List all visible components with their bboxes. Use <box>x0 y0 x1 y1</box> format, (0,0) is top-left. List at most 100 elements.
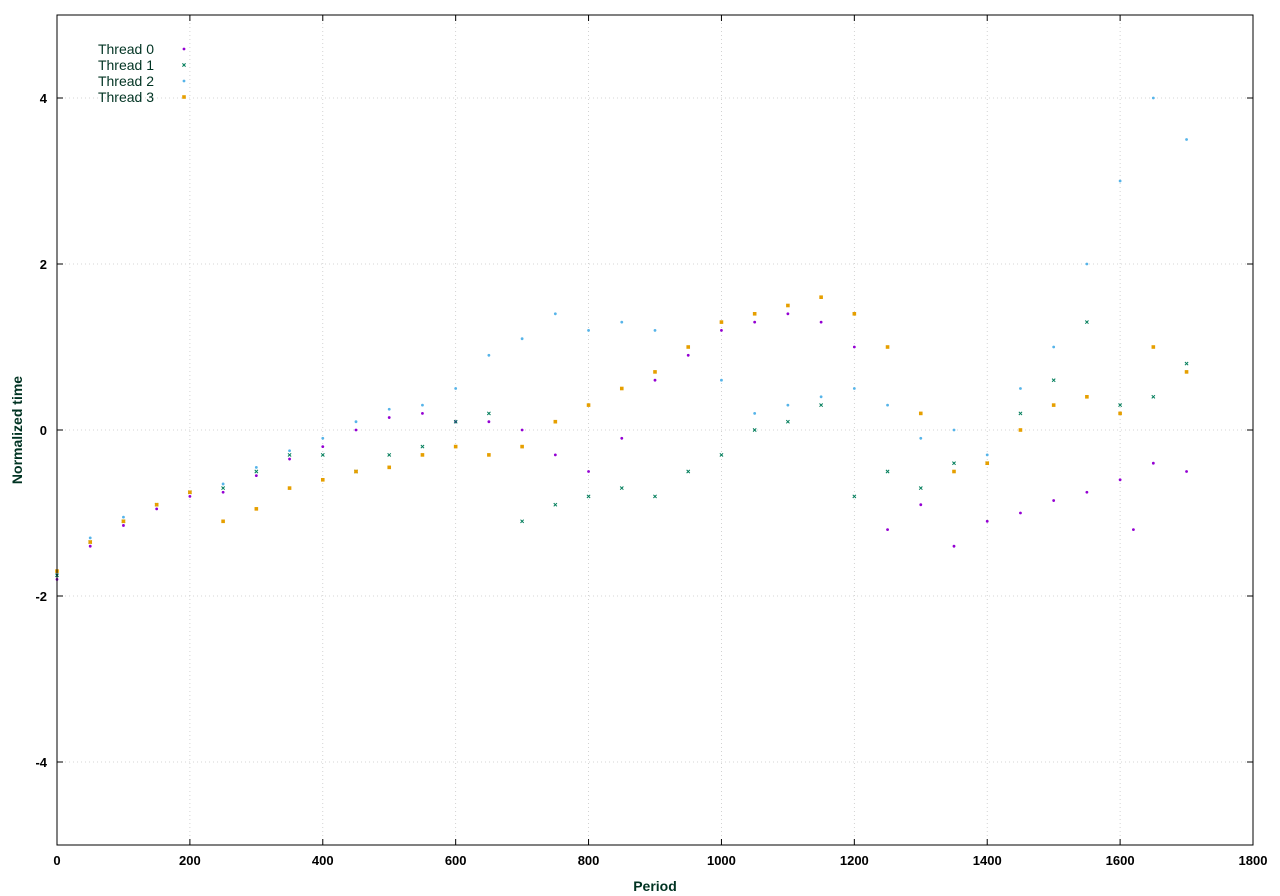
point-s3-12 <box>453 444 458 449</box>
point-s0-27 <box>952 544 956 548</box>
x-tick-label-5: 1000 <box>707 853 736 868</box>
point-s3-7 <box>287 486 292 490</box>
point-s0-20 <box>720 329 723 332</box>
data-points <box>55 96 1189 581</box>
point-s1-32 <box>1118 403 1123 408</box>
grid <box>57 15 1253 845</box>
point-s2-20 <box>720 378 723 382</box>
point-s2-29 <box>1019 387 1022 390</box>
series-2 <box>55 96 1188 573</box>
point-s2-24 <box>852 387 856 390</box>
point-s0-9 <box>354 428 358 432</box>
legend-label-0: Thread 0 <box>98 41 154 57</box>
y-axis-title: Normalized time <box>9 376 25 484</box>
point-s2-30 <box>1052 345 1056 349</box>
point-s3-18 <box>653 370 657 374</box>
point-s0-30 <box>1052 499 1056 502</box>
point-s0-4 <box>188 495 192 498</box>
point-s3-19 <box>686 345 691 349</box>
point-s2-16 <box>587 329 590 332</box>
x-tick-label-8: 1600 <box>1106 853 1135 868</box>
point-s1-22 <box>785 419 790 424</box>
point-s3-16 <box>586 403 591 407</box>
point-s3-24 <box>852 312 857 316</box>
point-s0-13 <box>487 420 491 424</box>
point-s3-15 <box>553 419 558 424</box>
point-s0-31 <box>1085 490 1089 494</box>
point-s3-20 <box>719 320 724 324</box>
point-s2-9 <box>354 420 358 424</box>
point-s1-26 <box>918 486 923 491</box>
point-s0-25 <box>886 528 889 531</box>
point-s3-14 <box>520 444 524 449</box>
x-axis-title: Period <box>633 878 677 894</box>
y-tick-label-3: 2 <box>40 257 47 272</box>
point-s3-30 <box>1051 403 1056 407</box>
point-s0-17 <box>620 436 624 440</box>
point-s0-1 <box>88 544 92 548</box>
point-s1-7 <box>287 452 292 457</box>
point-s0-16 <box>587 470 590 473</box>
y-tick-label-2: 0 <box>40 423 47 438</box>
x-tick-label-1: 200 <box>179 853 201 868</box>
point-s0-26 <box>919 503 923 507</box>
y-tick-label-0: -4 <box>35 755 47 770</box>
point-s1-6 <box>254 469 259 474</box>
legend-marker-3 <box>182 95 186 99</box>
point-s2-34 <box>1185 138 1188 141</box>
point-s0-14 <box>520 428 524 432</box>
x-tick-label-2: 400 <box>312 853 334 868</box>
point-s0-11 <box>421 412 424 415</box>
point-s2-28 <box>985 453 989 457</box>
point-s3-5 <box>221 519 225 524</box>
x-tick-label-9: 1800 <box>1239 853 1268 868</box>
point-s3-33 <box>1151 345 1156 349</box>
point-s2-18 <box>653 329 657 332</box>
point-s0-6 <box>254 474 258 478</box>
point-s3-28 <box>985 461 990 465</box>
point-s3-21 <box>752 312 757 316</box>
point-s2-17 <box>620 320 624 324</box>
point-s3-13 <box>487 453 491 457</box>
point-s2-33 <box>1151 96 1155 100</box>
point-s1-27 <box>952 461 956 466</box>
point-s3-17 <box>619 386 624 391</box>
point-s2-13 <box>487 353 491 357</box>
point-s1-15 <box>553 502 558 507</box>
point-s2-32 <box>1118 179 1122 183</box>
point-s0-2 <box>122 524 125 527</box>
point-s1-17 <box>619 486 624 491</box>
x-tick-label-7: 1400 <box>973 853 1002 868</box>
x-tick-label-6: 1200 <box>840 853 869 868</box>
point-s0-35 <box>1185 470 1188 473</box>
point-s0-29 <box>1019 511 1022 515</box>
point-s1-23 <box>819 403 824 408</box>
point-s1-29 <box>1018 411 1023 416</box>
legend-marker-2 <box>182 79 186 83</box>
point-s3-11 <box>420 453 425 457</box>
series-0 <box>55 312 1188 581</box>
point-s3-25 <box>885 345 890 349</box>
point-s2-5 <box>221 482 225 486</box>
y-tick-label-1: -2 <box>35 589 47 604</box>
legend-marker-0 <box>182 47 186 51</box>
point-s2-31 <box>1085 262 1089 266</box>
point-s2-1 <box>88 536 92 540</box>
series-3 <box>55 295 1189 573</box>
point-s0-23 <box>819 320 823 324</box>
point-s0-21 <box>753 320 757 324</box>
point-s1-30 <box>1051 378 1056 383</box>
point-s3-23 <box>819 295 823 299</box>
point-s0-15 <box>553 453 557 457</box>
point-s3-3 <box>154 502 159 507</box>
point-s1-16 <box>586 494 591 499</box>
point-s1-24 <box>852 494 857 499</box>
point-s0-5 <box>221 490 225 494</box>
point-s3-9 <box>354 469 358 474</box>
point-s2-12 <box>454 387 458 390</box>
point-s0-7 <box>288 457 291 461</box>
point-s0-3 <box>155 507 159 511</box>
point-s3-26 <box>918 411 923 416</box>
point-s1-14 <box>520 519 525 524</box>
